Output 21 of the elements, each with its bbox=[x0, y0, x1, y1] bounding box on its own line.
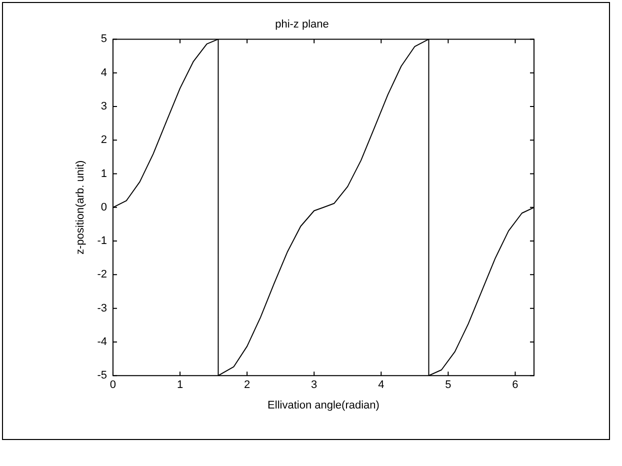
y-axis-title: z-position(arb. unit) bbox=[74, 160, 87, 254]
y-tick-label: -3 bbox=[97, 302, 107, 314]
y-tick-label: 3 bbox=[100, 100, 107, 113]
x-tick-label: 2 bbox=[244, 379, 250, 392]
x-tick-label: 5 bbox=[445, 379, 452, 392]
y-tick-label: 2 bbox=[100, 134, 107, 146]
y-tick-label: -1 bbox=[97, 235, 107, 248]
x-tick-label: 4 bbox=[378, 379, 384, 392]
y-tick-label: -5 bbox=[97, 370, 107, 382]
y-tick-label: 4 bbox=[100, 66, 107, 79]
y-tick-label: 5 bbox=[100, 33, 107, 46]
x-tick-label: 3 bbox=[311, 379, 318, 392]
y-tick-label: 1 bbox=[100, 168, 107, 180]
chart-title: phi-z plane bbox=[275, 18, 329, 31]
x-axis-title: Ellivation angle(radian) bbox=[268, 399, 380, 412]
x-tick-label: 1 bbox=[176, 379, 184, 392]
y-tick-label: -4 bbox=[97, 336, 107, 348]
y-tick-label: 0 bbox=[100, 201, 107, 214]
x-tick-label: 6 bbox=[512, 379, 518, 392]
y-tick-label: -2 bbox=[97, 268, 107, 281]
x-tick-label: 0 bbox=[110, 379, 116, 392]
